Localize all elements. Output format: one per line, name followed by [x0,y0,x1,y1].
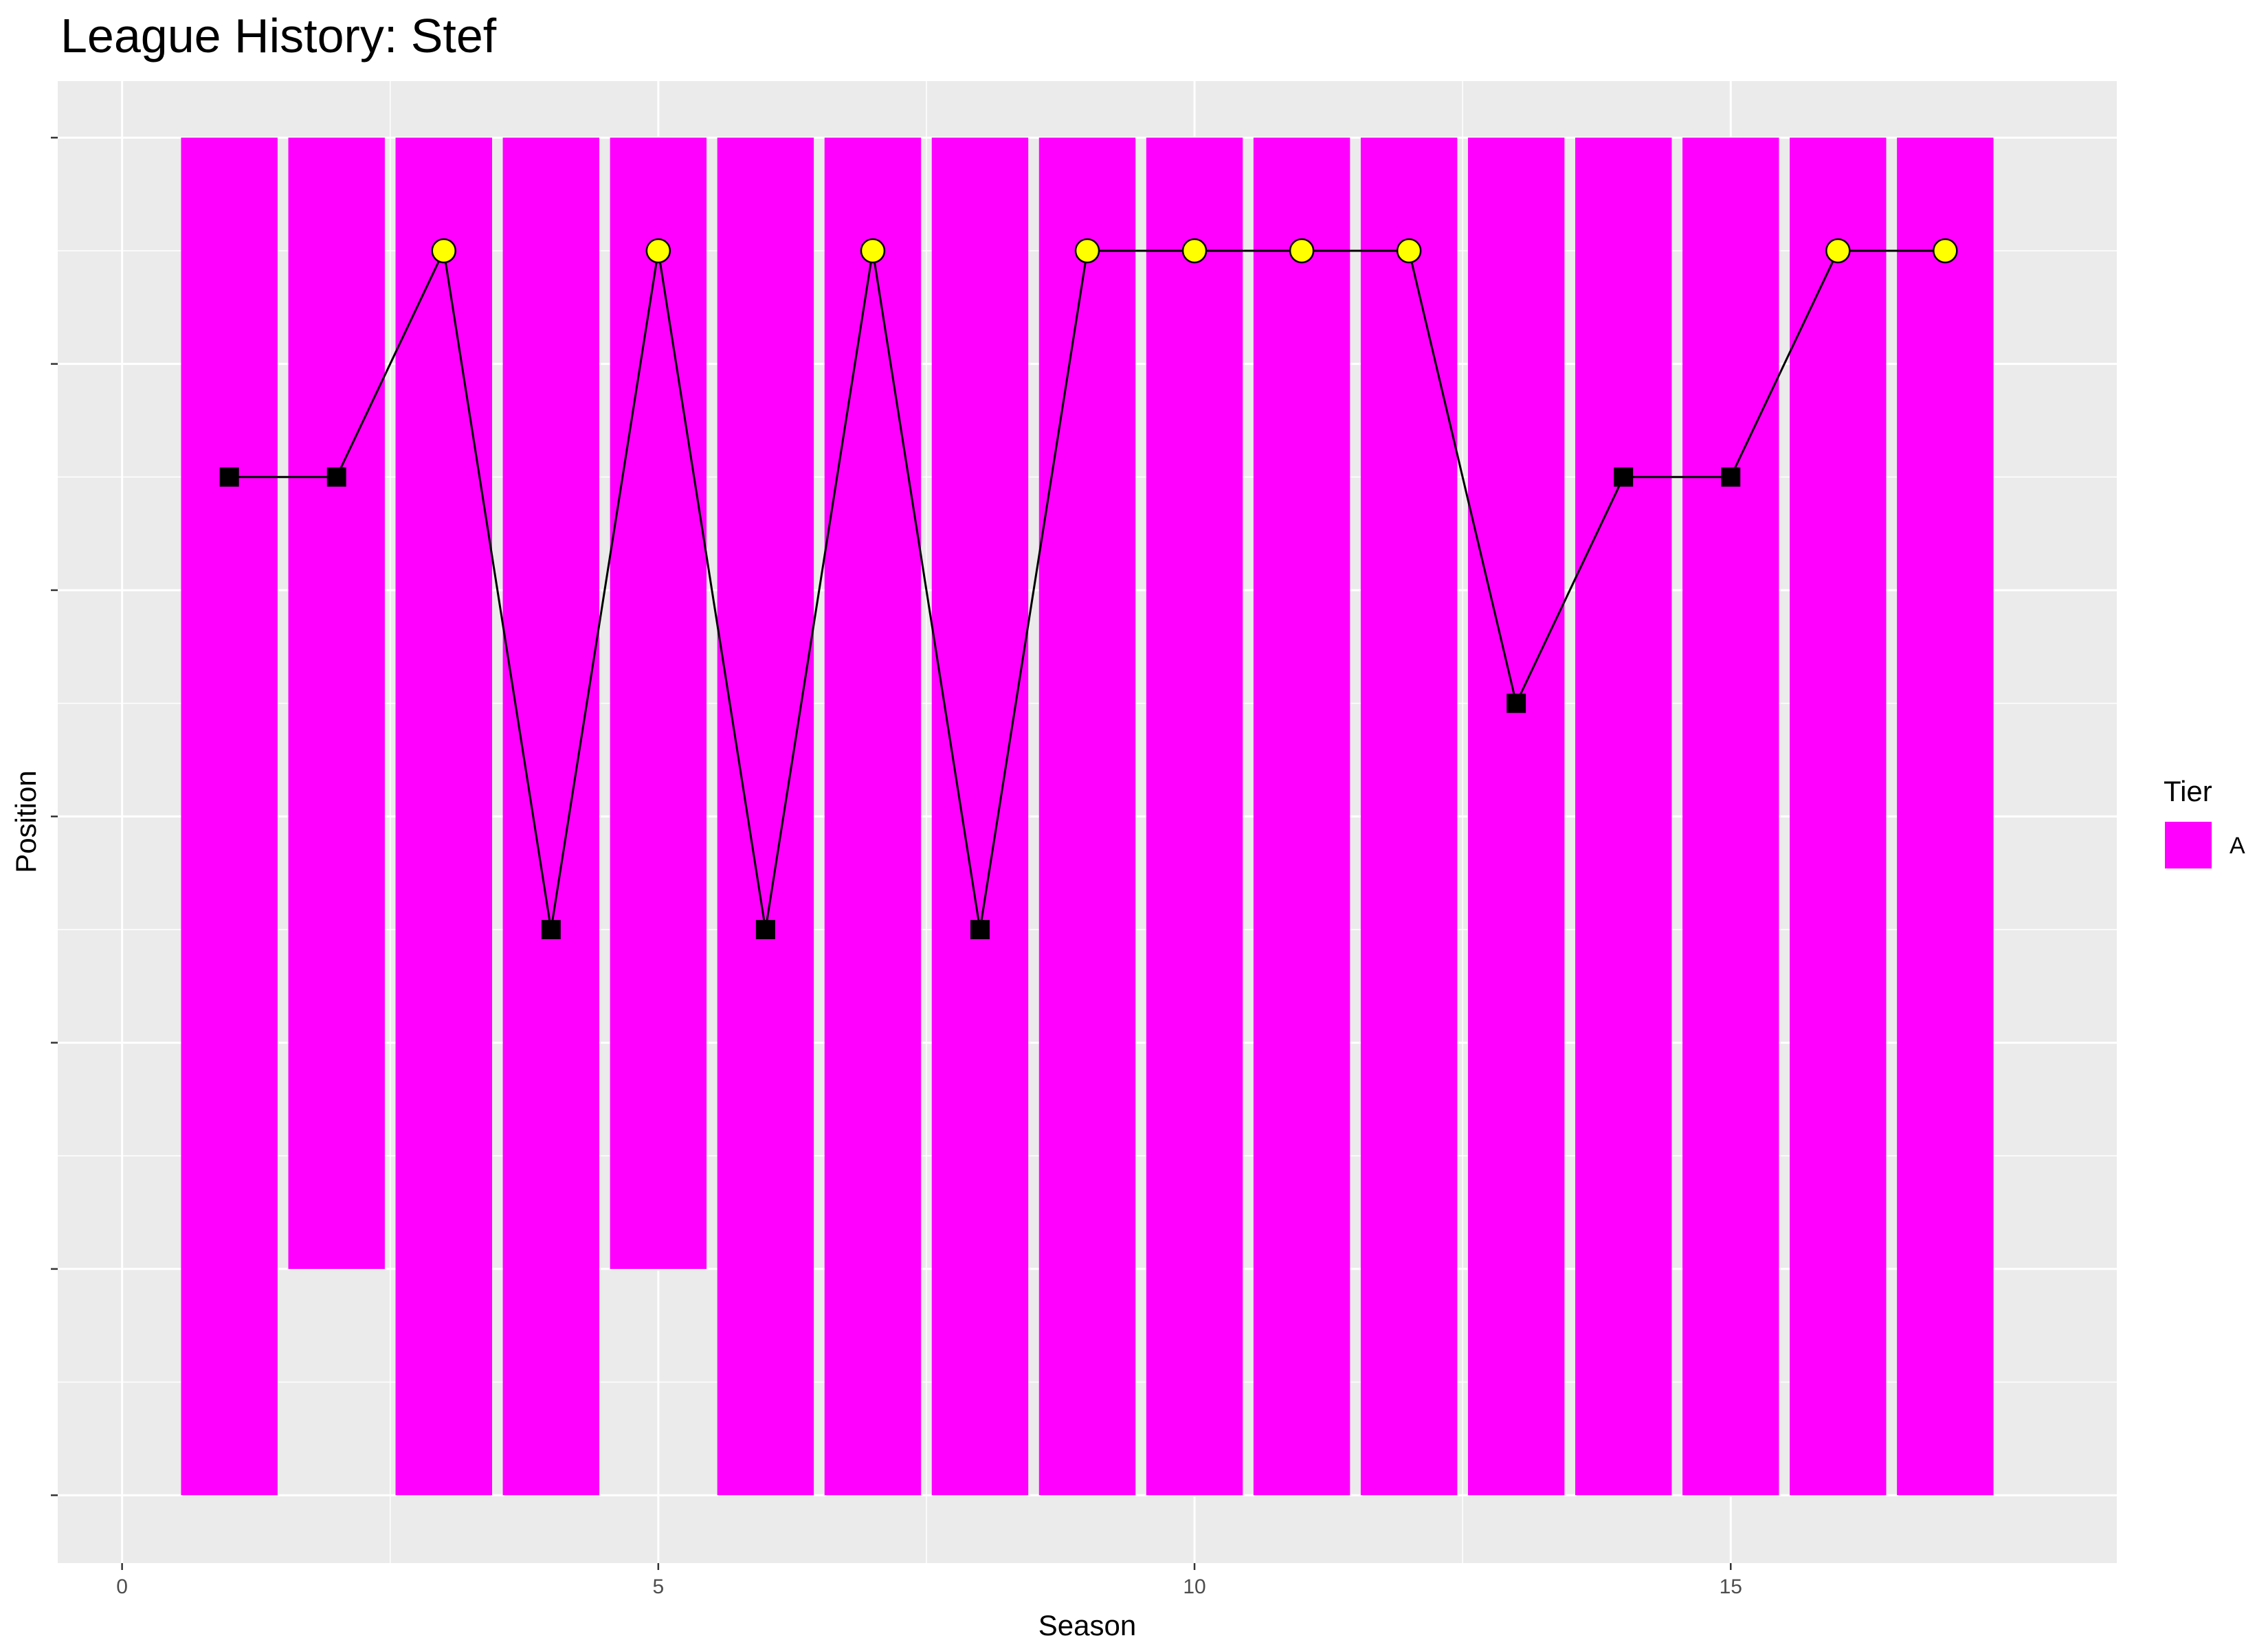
legend-label-a: A [2230,833,2245,859]
legend-title: Tier [2164,775,2212,807]
bar-season-7 [824,137,922,1496]
point-season-3 [431,238,456,264]
bar-season-9 [1038,137,1136,1496]
point-season-9 [1074,238,1100,264]
legend: Tier A [2164,775,2245,868]
point-season-14 [1614,467,1634,487]
point-season-10 [1181,238,1208,264]
point-season-4 [541,919,561,939]
bar-layer [181,137,1994,1496]
bar-season-3 [395,137,492,1496]
x-tick-label-10: 10 [1183,1575,1205,1598]
bar-season-15 [1682,137,1779,1496]
bar-season-6 [717,137,814,1496]
bar-season-4 [502,137,600,1496]
point-season-8 [970,919,990,939]
legend-key-a [2165,822,2212,868]
position-points-layer [219,238,1958,939]
bar-season-10 [1146,137,1243,1496]
chart-title: League History: Stef [60,9,497,63]
y-axis-title: Position [10,770,42,873]
x-axis: 0 5 10 15 [116,1563,1742,1598]
point-season-15 [1721,467,1741,487]
bar-season-17 [1897,137,1994,1496]
point-season-17 [1933,238,1958,264]
bar-season-1 [181,137,278,1496]
point-season-5 [645,238,671,264]
point-season-12 [1396,238,1422,264]
point-season-6 [755,919,775,939]
point-season-16 [1825,238,1851,264]
bar-season-13 [1467,137,1565,1496]
point-season-7 [860,238,886,264]
bar-season-12 [1360,137,1458,1496]
bar-season-8 [931,137,1029,1496]
bar-season-2 [288,137,385,1269]
bar-season-16 [1790,137,1887,1496]
bar-season-5 [610,137,707,1269]
x-tick-label-0: 0 [116,1575,128,1598]
x-tick-label-5: 5 [652,1575,664,1598]
bar-season-14 [1575,137,1672,1496]
y-axis [51,137,58,1496]
point-season-11 [1289,238,1315,264]
bar-season-11 [1253,137,1350,1496]
point-season-1 [219,467,239,487]
point-season-2 [326,467,346,487]
x-tick-label-15: 15 [1720,1575,1742,1598]
point-season-13 [1507,693,1526,713]
x-axis-title: Season [1038,1609,1136,1641]
